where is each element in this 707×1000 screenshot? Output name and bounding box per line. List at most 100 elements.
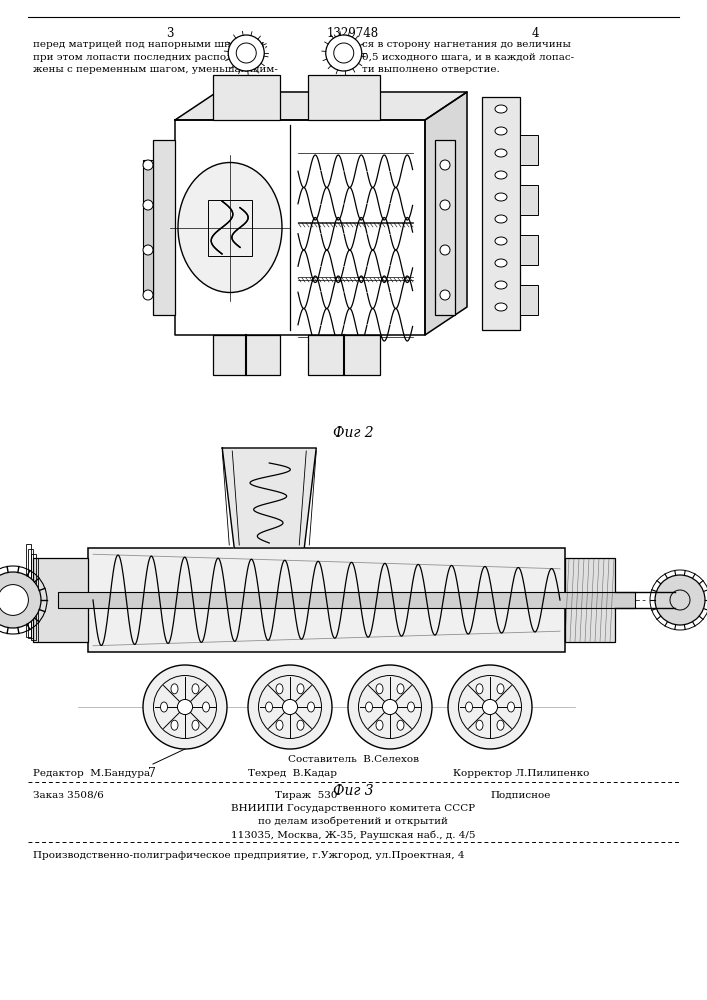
Ellipse shape [465,702,472,712]
Circle shape [348,665,432,749]
Circle shape [228,35,264,71]
Text: Техред  В.Кадар: Техред В.Кадар [248,769,337,778]
Ellipse shape [495,259,507,267]
Ellipse shape [495,171,507,179]
Ellipse shape [202,702,209,712]
Ellipse shape [495,193,507,201]
Text: 3: 3 [166,27,174,40]
Text: по делам изобретений и открытий: по делам изобретений и открытий [258,817,448,826]
Text: 4: 4 [531,27,539,40]
Bar [208,200,252,255]
Circle shape [143,200,153,210]
Circle shape [440,290,450,300]
Circle shape [143,160,153,170]
Ellipse shape [495,127,507,135]
Circle shape [0,572,41,628]
Text: Редактор  М.Бандура: Редактор М.Бандура [33,769,150,778]
Ellipse shape [495,105,507,113]
Text: Заказ 3508/6: Заказ 3508/6 [33,791,104,800]
Ellipse shape [276,720,283,730]
Circle shape [143,245,153,255]
Circle shape [655,575,705,625]
Ellipse shape [495,149,507,157]
Ellipse shape [366,702,373,712]
Text: Подписное: Подписное [490,791,550,800]
Polygon shape [175,120,425,335]
Text: перед матрицей под напорными шнеками,: перед матрицей под напорными шнеками, [33,40,268,49]
Ellipse shape [308,702,315,712]
Circle shape [0,585,28,615]
Text: ВНИИПИ Государственного комитета СССР: ВНИИПИ Государственного комитета СССР [231,804,475,813]
Bar [88,548,565,652]
Bar [520,285,538,315]
Ellipse shape [508,702,515,712]
Bar [308,75,380,120]
Circle shape [282,699,298,715]
Ellipse shape [495,237,507,245]
Circle shape [440,245,450,255]
Ellipse shape [397,720,404,730]
Text: Производственно-полиграфическое предприятие, г.Ужгород, ул.Проектная, 4: Производственно-полиграфическое предприя… [33,851,464,860]
Bar [435,140,455,315]
Polygon shape [222,448,316,548]
Ellipse shape [495,215,507,223]
Text: при этом лопасти последних располо-: при этом лопасти последних располо- [33,52,243,62]
Bar [213,335,280,375]
Polygon shape [175,92,467,120]
Text: ти выполнено отверстие.: ти выполнено отверстие. [362,65,500,74]
Bar [28,549,33,638]
Text: Фиг 2: Фиг 2 [333,426,373,440]
Text: Составитель  В.Селехов: Составитель В.Селехов [288,755,419,764]
Ellipse shape [376,720,383,730]
Ellipse shape [407,702,414,712]
Bar [25,544,31,637]
Bar [30,554,35,640]
Circle shape [248,665,332,749]
Bar [153,140,175,315]
Circle shape [382,699,397,715]
Ellipse shape [297,684,304,694]
Text: Фиг 3: Фиг 3 [333,784,373,798]
Bar [143,160,153,295]
Bar [565,558,615,642]
Circle shape [482,699,498,715]
Circle shape [440,160,450,170]
Ellipse shape [397,684,404,694]
Text: Корректор Л.Пилипенко: Корректор Л.Пилипенко [453,769,590,778]
Ellipse shape [266,702,272,712]
Ellipse shape [495,281,507,289]
Circle shape [177,699,192,715]
Circle shape [326,35,362,71]
Bar [33,558,88,642]
Bar [520,185,538,215]
Ellipse shape [497,720,504,730]
Ellipse shape [495,303,507,311]
Ellipse shape [476,720,483,730]
Ellipse shape [171,720,178,730]
Ellipse shape [497,684,504,694]
Ellipse shape [192,684,199,694]
Text: ся в сторону нагнетания до величины: ся в сторону нагнетания до величины [362,40,571,49]
Ellipse shape [297,720,304,730]
Ellipse shape [192,720,199,730]
Ellipse shape [476,684,483,694]
Bar [33,558,38,642]
Text: 113035, Москва, Ж-35, Раушская наб., д. 4/5: 113035, Москва, Ж-35, Раушская наб., д. … [230,830,475,840]
Text: 1329748: 1329748 [327,27,379,40]
Text: 7: 7 [148,767,156,780]
Bar [520,235,538,265]
Bar [213,75,280,120]
Text: Тираж  530: Тираж 530 [275,791,337,800]
Text: жены с переменным шагом, уменьшающим-: жены с переменным шагом, уменьшающим- [33,65,278,74]
Circle shape [143,665,227,749]
Circle shape [448,665,532,749]
Bar [482,97,520,330]
Ellipse shape [160,702,168,712]
Bar [308,335,380,375]
Ellipse shape [178,162,282,292]
Ellipse shape [376,684,383,694]
Ellipse shape [171,684,178,694]
Bar [58,592,635,608]
Text: 0,5 исходного шага, и в каждой лопас-: 0,5 исходного шага, и в каждой лопас- [362,52,574,62]
Polygon shape [425,92,467,335]
